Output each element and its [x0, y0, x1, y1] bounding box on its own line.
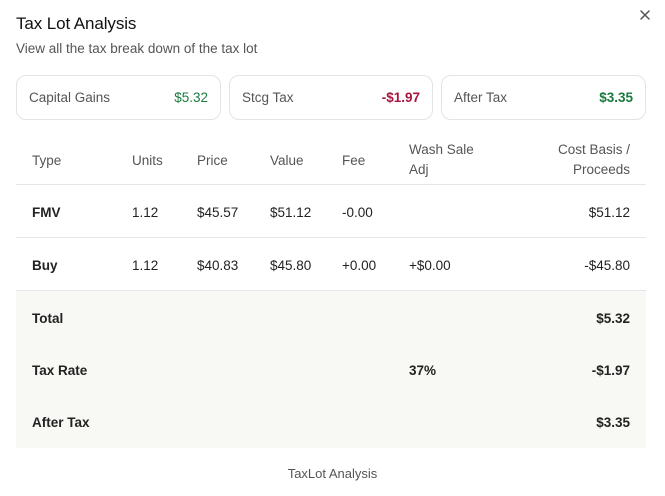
summary-label: Total	[32, 311, 64, 326]
summary-label: After Tax	[32, 415, 90, 430]
tax-rate-value: 37%	[409, 363, 437, 378]
header-wash-sale: Wash Sale	[409, 142, 474, 157]
card-label: After Tax	[454, 90, 508, 105]
header-fee: Fee	[342, 153, 366, 168]
row-type: FMV	[32, 205, 61, 220]
close-icon[interactable]	[636, 6, 654, 24]
row-fee: +0.00	[342, 258, 377, 273]
header-units: Units	[132, 153, 163, 168]
table-row: Buy 1.12 $40.83 $45.80 +0.00 +$0.00 -$45…	[16, 238, 646, 291]
table-header: Type Units Price Value Fee Wash Sale Adj…	[16, 135, 646, 185]
row-value: $51.12	[270, 205, 312, 220]
row-price: $45.57	[197, 205, 239, 220]
summary-value: $3.35	[596, 415, 630, 430]
dialog-title: Tax Lot Analysis	[16, 14, 137, 33]
summary-row-after-tax: After Tax $3.35	[16, 395, 646, 448]
header-value: Value	[270, 153, 304, 168]
stcg-tax-card: Stcg Tax -$1.97	[229, 75, 433, 120]
row-cost: $51.12	[588, 205, 630, 220]
row-price: $40.83	[197, 258, 239, 273]
row-fee: -0.00	[342, 205, 373, 220]
summary-value: -$1.97	[591, 363, 630, 378]
stcg-tax-value: -$1.97	[381, 90, 420, 105]
row-wash: +$0.00	[409, 258, 451, 273]
summary-label: Tax Rate	[32, 363, 88, 378]
header-price: Price	[197, 153, 228, 168]
header-type: Type	[32, 153, 62, 168]
summary-section: Total $5.32 Tax Rate 37% -$1.97 After Ta…	[16, 291, 646, 448]
row-units: 1.12	[132, 205, 159, 220]
summary-value: $5.32	[596, 311, 630, 326]
summary-row-tax-rate: Tax Rate 37% -$1.97	[16, 343, 646, 396]
summary-row-total: Total $5.32	[16, 291, 646, 344]
footer-label: TaxLot Analysis	[287, 466, 378, 481]
table-row: FMV 1.12 $45.57 $51.12 -0.00 $51.12	[16, 185, 646, 238]
header-proceeds: Proceeds	[572, 162, 630, 177]
header-cost-basis: Cost Basis /	[557, 142, 630, 157]
after-tax-card: After Tax $3.35	[441, 75, 646, 120]
card-label: Stcg Tax	[242, 90, 294, 105]
row-cost: -$45.80	[584, 258, 630, 273]
row-units: 1.12	[132, 258, 159, 273]
dialog-subtitle: View all the tax break down of the tax l…	[16, 41, 258, 56]
after-tax-value: $3.35	[599, 90, 633, 105]
capital-gains-card: Capital Gains $5.32	[16, 75, 221, 120]
card-label: Capital Gains	[29, 90, 111, 105]
row-type: Buy	[32, 258, 58, 273]
row-value: $45.80	[270, 258, 312, 273]
capital-gains-value: $5.32	[174, 90, 208, 105]
header-wash-adj: Adj	[409, 162, 429, 177]
